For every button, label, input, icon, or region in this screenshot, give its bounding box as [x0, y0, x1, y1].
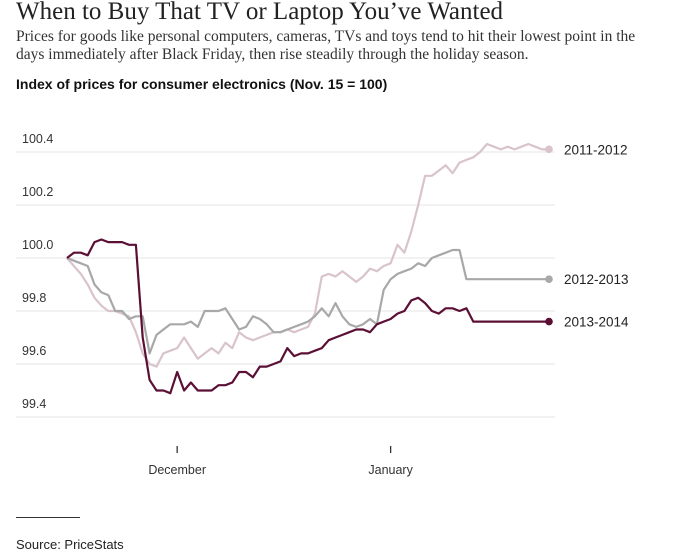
source-note: Source: PriceStats [16, 537, 124, 552]
subhead: Prices for goods like personal computers… [16, 28, 636, 63]
y-tick-label: 99.6 [22, 344, 46, 358]
series-labels: 2011-2012 2012-2013 2013-2014 [564, 142, 629, 329]
series-label-2013-2014: 2013-2014 [564, 315, 629, 330]
y-tick-label: 100.4 [22, 132, 53, 146]
y-tick-label: 100.2 [22, 185, 53, 199]
series-line-2013-2014 [66, 238, 549, 395]
series-label-2011-2012: 2011-2012 [564, 142, 628, 157]
source-divider [16, 517, 80, 518]
chart-title: Index of prices for consumer electronics… [16, 76, 388, 92]
series-end-dot-2013-2014 [545, 317, 553, 326]
x-tick-label: December [148, 463, 206, 477]
series-lines [66, 142, 553, 395]
line-chart: 99.4 99.6 99.8 100.0 100.2 100.4 December Janu… [16, 132, 629, 477]
y-axis: 99.4 99.6 99.8 100.0 100.2 100.4 [22, 132, 53, 411]
series-end-dot-2011-2012 [545, 145, 553, 154]
headline: When to Buy That TV or Laptop You’ve Wan… [16, 0, 504, 25]
y-tick-label: 99.8 [22, 291, 46, 305]
gridlines [16, 151, 555, 418]
series-line-2012-2013 [66, 248, 549, 355]
x-axis: December January [148, 446, 414, 477]
y-tick-label: 99.4 [22, 397, 46, 411]
series-label-2012-2013: 2012-2013 [564, 272, 629, 287]
x-tick-label: January [368, 463, 413, 477]
y-tick-label: 100.0 [22, 238, 53, 252]
series-line-2011-2012 [66, 142, 549, 368]
series-end-dot-2012-2013 [545, 275, 553, 284]
